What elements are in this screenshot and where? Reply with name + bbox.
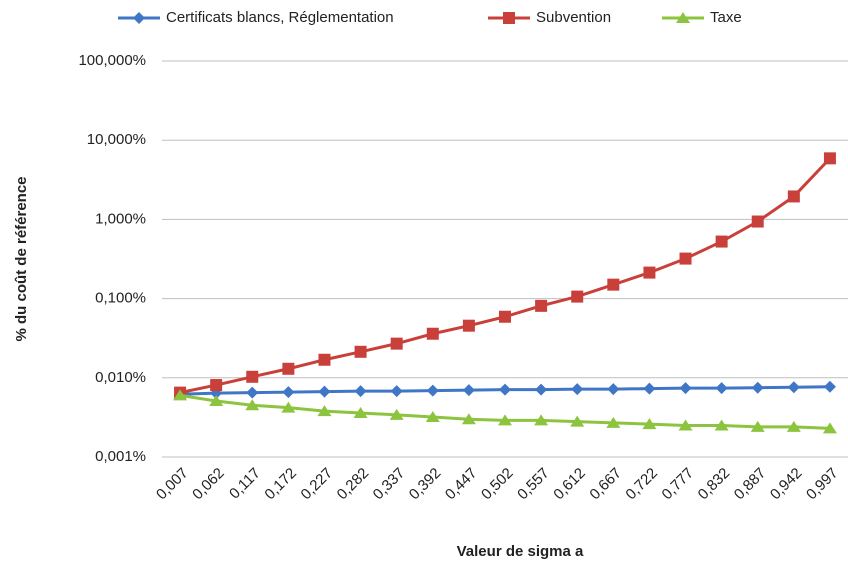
data-point bbox=[318, 385, 331, 398]
x-tick-label: 0,282 bbox=[334, 465, 373, 504]
data-point bbox=[823, 152, 836, 165]
data-point bbox=[678, 419, 693, 431]
data-point bbox=[389, 408, 404, 420]
x-tick-label: 0,722 bbox=[622, 465, 661, 504]
data-point bbox=[787, 190, 800, 203]
data-point bbox=[571, 383, 584, 396]
data-point bbox=[786, 420, 801, 432]
x-tick-label: 0,612 bbox=[550, 465, 589, 504]
data-point bbox=[354, 385, 367, 398]
data-point bbox=[425, 410, 440, 422]
x-tick-label: 0,557 bbox=[514, 465, 553, 504]
x-tick-label: 0,777 bbox=[659, 465, 698, 504]
data-point bbox=[282, 386, 295, 399]
data-point bbox=[607, 278, 620, 291]
data-point bbox=[210, 379, 223, 392]
y-tick-label: 0,010% bbox=[95, 369, 146, 386]
y-axis-title: % du coût de référence bbox=[13, 176, 30, 341]
data-point bbox=[823, 380, 836, 393]
data-point bbox=[390, 337, 403, 350]
x-tick-label: 0,062 bbox=[189, 465, 228, 504]
x-axis-title: Valeur de sigma a bbox=[457, 543, 584, 560]
data-point bbox=[715, 235, 728, 248]
data-point bbox=[643, 382, 656, 395]
data-point bbox=[751, 381, 764, 394]
data-point bbox=[353, 406, 368, 418]
y-tick-label: 10,000% bbox=[87, 131, 146, 148]
data-point bbox=[606, 416, 621, 428]
x-tick-label: 0,502 bbox=[478, 465, 517, 504]
data-point bbox=[750, 420, 765, 432]
data-point bbox=[679, 382, 692, 395]
x-tick-label: 0,172 bbox=[261, 465, 300, 504]
data-point bbox=[607, 383, 620, 396]
data-point bbox=[499, 383, 511, 396]
y-tick-label: 0,001% bbox=[95, 448, 146, 465]
x-tick-label: 0,227 bbox=[298, 465, 337, 504]
x-tick-label: 0,997 bbox=[803, 465, 842, 504]
data-point bbox=[642, 418, 657, 430]
data-point bbox=[534, 414, 549, 426]
data-point bbox=[354, 345, 367, 358]
x-tick-label: 0,007 bbox=[153, 465, 192, 504]
legend-marker bbox=[676, 12, 690, 23]
data-point bbox=[570, 415, 585, 427]
data-point bbox=[462, 319, 475, 332]
x-tick-label: 0,117 bbox=[226, 465, 264, 503]
data-point bbox=[751, 215, 764, 228]
data-point bbox=[246, 386, 259, 399]
x-tick-label: 0,887 bbox=[731, 465, 770, 504]
data-point bbox=[499, 310, 511, 323]
data-point bbox=[282, 362, 295, 375]
data-point bbox=[426, 327, 439, 340]
data-point bbox=[461, 413, 476, 425]
y-tick-label: 100,000% bbox=[78, 52, 146, 69]
x-tick-label: 0,392 bbox=[406, 465, 445, 504]
data-point bbox=[281, 401, 296, 413]
data-point bbox=[643, 266, 656, 279]
data-point bbox=[822, 422, 837, 434]
data-point bbox=[318, 353, 331, 366]
y-tick-label: 1,000% bbox=[95, 210, 146, 227]
data-point bbox=[498, 414, 512, 426]
data-point bbox=[679, 252, 692, 265]
legend-marker bbox=[503, 12, 515, 24]
y-tick-label: 0,100% bbox=[95, 290, 146, 307]
data-point bbox=[390, 385, 403, 398]
data-point bbox=[714, 419, 729, 431]
data-point bbox=[715, 382, 728, 395]
data-point bbox=[462, 384, 475, 397]
legend-label: Subvention bbox=[536, 9, 611, 26]
legend-label: Taxe bbox=[710, 9, 742, 26]
x-tick-label: 0,832 bbox=[695, 465, 734, 504]
series-line bbox=[179, 157, 832, 395]
data-point bbox=[173, 389, 188, 401]
data-point bbox=[245, 399, 260, 411]
x-tick-label: 0,337 bbox=[370, 465, 409, 504]
data-point bbox=[209, 394, 224, 406]
legend-marker bbox=[133, 12, 145, 24]
data-point bbox=[246, 370, 259, 383]
data-point bbox=[787, 381, 800, 394]
data-point bbox=[571, 290, 584, 303]
data-point bbox=[426, 384, 439, 397]
x-tick-label: 0,667 bbox=[586, 465, 625, 504]
data-point bbox=[535, 383, 548, 396]
data-point bbox=[535, 299, 548, 312]
legend-label: Certificats blancs, Réglementation bbox=[166, 9, 394, 26]
data-point bbox=[317, 405, 332, 417]
x-tick-label: 0,942 bbox=[767, 465, 806, 504]
x-tick-label: 0,447 bbox=[442, 465, 481, 504]
